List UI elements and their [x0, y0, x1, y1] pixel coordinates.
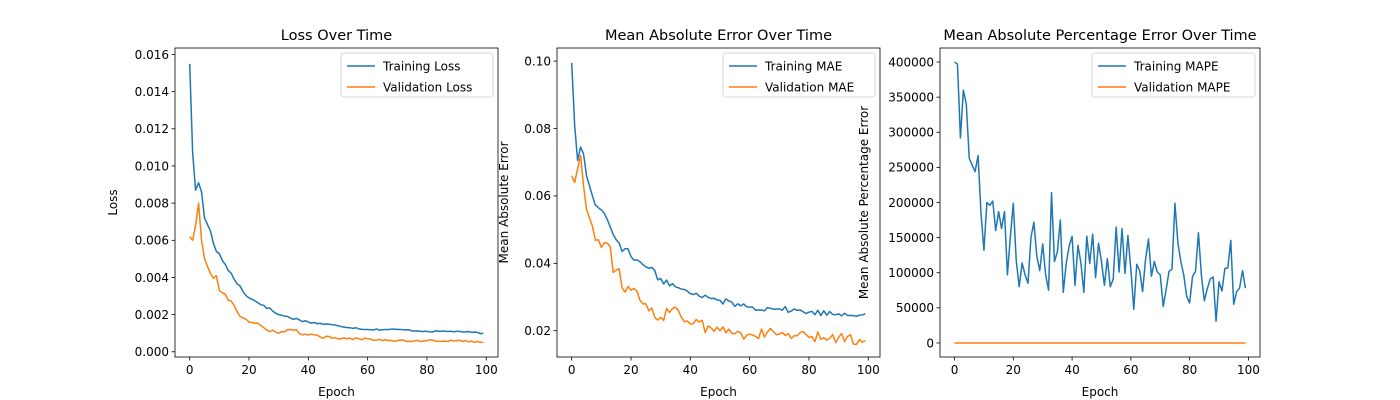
- mae-ytick-label: 0.04: [524, 257, 551, 271]
- loss-ylabel: Loss: [106, 189, 120, 215]
- mape-xtick-label: 40: [1064, 363, 1079, 377]
- loss-ytick-label: 0.006: [135, 234, 169, 248]
- mae-plot-area: 0 20 40 60 80 100 0.02 0.04 0.06 0.08 0.10 Training…: [524, 47, 881, 377]
- mae-ytick-label: 0.02: [524, 324, 551, 338]
- loss-plot-area: 0 20 40 60 80 100 0.000 0.002 0.004 0.006 0.008 0.0…: [135, 47, 499, 377]
- mape-plot-area: 0 20 40 60 80 100 0 50000 100000 150000 200000 2500…: [888, 47, 1261, 377]
- mae-xtick-label: 20: [623, 363, 638, 377]
- mape-legend-label: Training MAPE: [1133, 59, 1219, 73]
- loss-title: Loss Over Time: [281, 28, 392, 44]
- mape-ytick-label: 350000: [888, 90, 934, 104]
- loss-ytick-label: 0.008: [135, 196, 169, 210]
- loss-axes-frame: [174, 47, 499, 358]
- mae-series-validation-mae-line: [570, 154, 866, 346]
- mae-legend-label: Training MAE: [764, 59, 842, 73]
- mae-legend: Training MAE Validation MAE: [722, 52, 876, 98]
- mape-xtick-label: 100: [1237, 363, 1260, 377]
- mape-xtick-label: 80: [1182, 363, 1197, 377]
- mae-xlabel: Epoch: [700, 385, 737, 399]
- loss-ytick-label: 0.004: [135, 271, 169, 285]
- mape-legend-box: [1091, 52, 1256, 98]
- mape-ylabel: Mean Absolute Percentage Error: [857, 106, 871, 299]
- loss-ytick-label: 0.002: [135, 308, 169, 322]
- loss-ytick-label: 0.016: [135, 48, 169, 62]
- loss-series-validation-loss-line: [189, 202, 484, 344]
- loss-xtick-label: 60: [360, 363, 375, 377]
- mae-ytick-label: 0.10: [524, 54, 551, 68]
- mape-series-training-mape-line: [954, 61, 1247, 322]
- mae-xtick-label: 80: [801, 363, 816, 377]
- loss-ytick-label: 0.014: [135, 85, 169, 99]
- mape-panel: Mean Absolute Percentage Error Over Time…: [857, 28, 1261, 399]
- mape-legend-label: Validation MAPE: [1134, 80, 1230, 94]
- loss-xtick-label: 100: [475, 363, 498, 377]
- loss-legend-label: Validation Loss: [383, 80, 472, 94]
- mae-xtick-label: 100: [857, 363, 880, 377]
- loss-xtick-label: 0: [186, 363, 194, 377]
- mape-ytick-label: 0: [926, 336, 934, 350]
- mae-ylabel: Mean Absolute Error: [497, 141, 511, 263]
- loss-xtick-label: 80: [419, 363, 434, 377]
- loss-legend: Training Loss Validation Loss: [340, 52, 494, 98]
- mae-title: Mean Absolute Error Over Time: [605, 28, 832, 44]
- mape-ytick-label: 150000: [888, 231, 934, 245]
- mape-ytick-label: 400000: [888, 55, 934, 69]
- mae-series-training-mae-line: [570, 62, 866, 318]
- mape-title: Mean Absolute Percentage Error Over Time: [943, 28, 1256, 44]
- mae-legend-label: Validation MAE: [765, 80, 854, 94]
- mae-ytick-label: 0.08: [524, 122, 551, 136]
- loss-panel: Loss Over Time Epoch Loss 0 20 40 60 80 100 0.…: [106, 28, 499, 399]
- mae-panel: Mean Absolute Error Over Time Epoch Mean…: [497, 28, 881, 399]
- loss-legend-label: Training Loss: [382, 59, 460, 73]
- mape-xlabel: Epoch: [1082, 385, 1119, 399]
- mape-ytick-label: 50000: [896, 301, 934, 315]
- mae-axes-frame: [556, 47, 881, 358]
- mape-ytick-label: 100000: [888, 266, 934, 280]
- mape-ytick-label: 300000: [888, 126, 934, 140]
- loss-legend-box: [340, 52, 494, 98]
- mae-legend-box: [722, 52, 876, 98]
- mape-ytick-label: 250000: [888, 161, 934, 175]
- loss-xtick-label: 40: [301, 363, 316, 377]
- mape-legend: Training MAPE Validation MAPE: [1091, 52, 1256, 98]
- mae-xtick-label: 0: [568, 363, 576, 377]
- mape-ytick-label: 200000: [888, 196, 934, 210]
- mape-xtick-label: 0: [951, 363, 959, 377]
- mae-xtick-label: 40: [683, 363, 698, 377]
- loss-xtick-label: 20: [241, 363, 256, 377]
- mae-xtick-label: 60: [742, 363, 757, 377]
- loss-ytick-label: 0.010: [135, 159, 169, 173]
- loss-xlabel: Epoch: [318, 385, 355, 399]
- loss-ytick-label: 0.000: [135, 345, 169, 359]
- mae-ytick-label: 0.06: [524, 189, 551, 203]
- loss-series-training-loss-line: [188, 63, 484, 335]
- mape-xtick-label: 20: [1006, 363, 1021, 377]
- loss-ytick-label: 0.012: [135, 122, 169, 136]
- mape-xtick-label: 60: [1123, 363, 1138, 377]
